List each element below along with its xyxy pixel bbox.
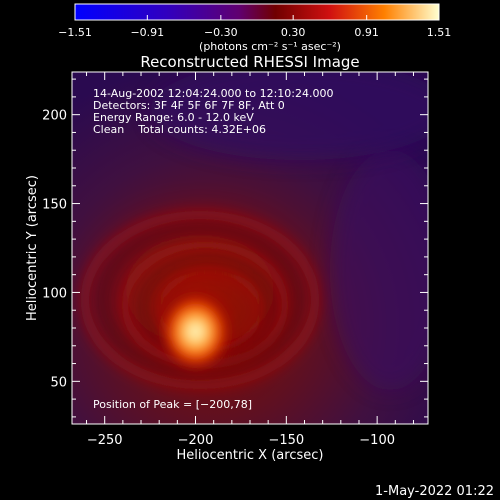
axis-ticks: −250 −200 −150 −100 50 100 150 200	[42, 72, 428, 448]
chart-title: Reconstructed RHESSI Image	[140, 53, 359, 71]
annotation-time-range: 14-Aug-2002 12:04:24.000 to 12:10:24.000	[93, 87, 334, 100]
colorbar-tick-label: −0.91	[130, 26, 164, 39]
annotation-clean-counts: Clean Total counts: 4.32E+06	[93, 123, 266, 136]
y-tick-label: 50	[50, 375, 67, 390]
peak-position-label: Position of Peak = [−200,78]	[93, 398, 252, 411]
colorbar-tick-label: 0.30	[281, 26, 306, 39]
colorbar-tick-label: 1.51	[427, 26, 452, 39]
x-tick-label: −250	[87, 433, 123, 448]
colorbar-tick-label: 0.91	[354, 26, 379, 39]
heatmap-image	[72, 72, 428, 424]
x-tick-label: −150	[268, 433, 304, 448]
colorbar	[74, 3, 440, 21]
peak-source	[161, 293, 230, 370]
y-tick-label: 200	[42, 109, 67, 124]
y-axis-label: Heliocentric Y (arcsec)	[25, 175, 40, 321]
x-tick-label: −200	[178, 433, 214, 448]
colorbar-tick-label: −0.30	[204, 26, 238, 39]
annotation-energy-range: Energy Range: 6.0 - 12.0 keV	[93, 111, 254, 124]
colorbar-units: (photons cm⁻² s⁻¹ asec⁻²)	[199, 40, 341, 53]
footer-timestamp: 1-May-2022 01:22	[375, 484, 494, 499]
colorbar-ticks: −1.51 −0.91 −0.30 0.30 0.91 1.51	[58, 15, 451, 39]
y-tick-label: 100	[42, 286, 67, 301]
colorbar-tick-label: −1.51	[58, 26, 92, 39]
y-tick-label: 150	[42, 198, 67, 213]
x-axis-label: Heliocentric X (arcsec)	[177, 448, 324, 463]
annotation-detectors: Detectors: 3F 4F 5F 6F 7F 8F, Att 0	[93, 99, 285, 112]
x-tick-label: −100	[359, 433, 395, 448]
